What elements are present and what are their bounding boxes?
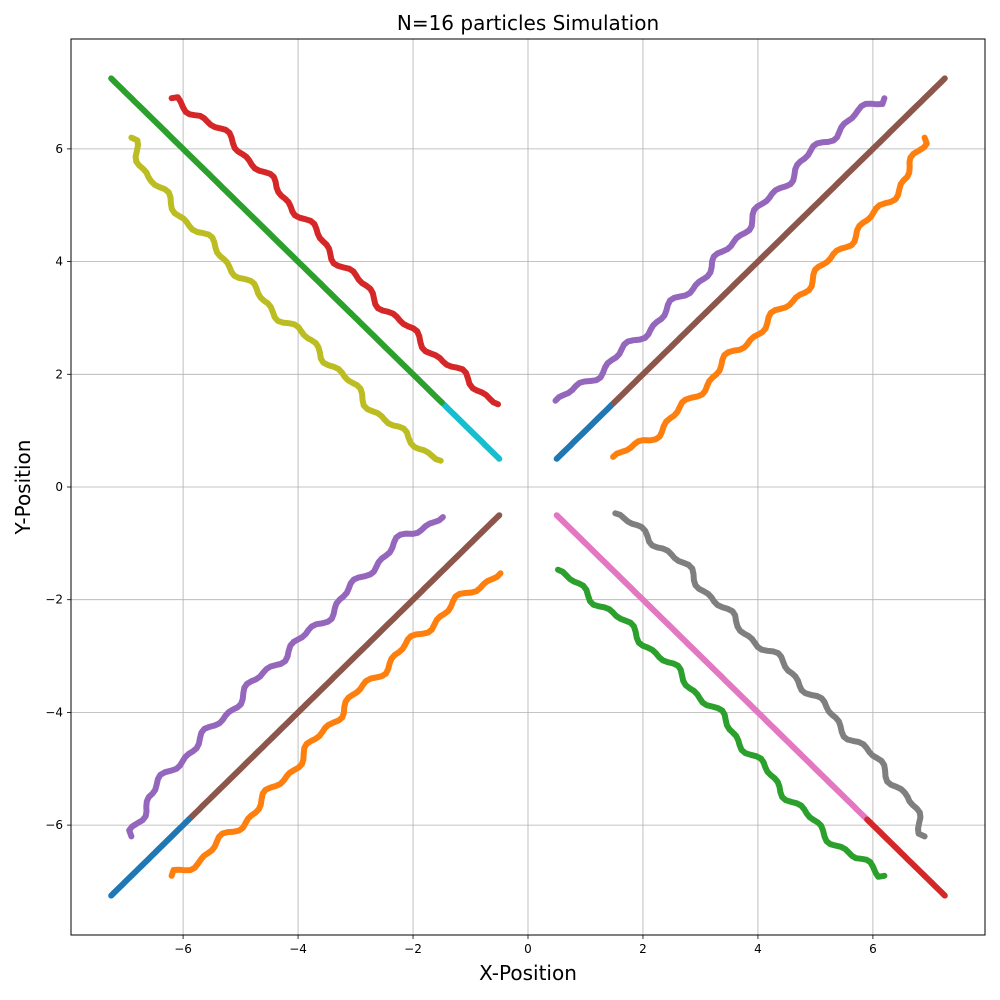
particle-trajectory	[168, 570, 504, 879]
particle-trajectory	[438, 399, 503, 462]
y-tick-label: −4	[45, 705, 63, 719]
x-tick-label: −6	[174, 942, 192, 956]
y-axis-label: Y-Position	[11, 440, 35, 536]
x-tick-label: 4	[754, 942, 762, 956]
particle-trajectory	[610, 134, 930, 460]
particle-trajectory	[611, 75, 948, 406]
particle-trajectory	[864, 816, 948, 899]
particle-trajectory	[185, 512, 503, 823]
chart-title: N=16 particles Simulation	[397, 11, 659, 35]
particle-trajectory	[612, 510, 928, 840]
grid	[71, 39, 985, 935]
particle-trajectory	[553, 512, 871, 823]
particle-trajectory	[108, 816, 192, 899]
y-tick-label: −6	[45, 818, 63, 832]
y-tick-label: 4	[55, 255, 63, 269]
particle-trajectory	[108, 75, 445, 406]
particle-trajectory	[168, 94, 501, 408]
x-tick-label: 0	[524, 942, 532, 956]
particle-trajectory	[126, 514, 446, 840]
particle-trajectory	[555, 566, 888, 880]
x-tick-label: −4	[289, 942, 307, 956]
y-tick-label: 0	[55, 480, 63, 494]
x-tick-label: 6	[869, 942, 877, 956]
x-axis-label: X-Position	[479, 961, 577, 985]
x-axis: −6 −4 −2 0 2 4 6	[174, 935, 877, 956]
y-axis: −6 −4 −2 0 2 4 6	[45, 142, 71, 832]
y-tick-label: −2	[45, 593, 63, 607]
particle-trajectory	[553, 399, 618, 462]
particle-trajectory	[552, 95, 888, 404]
particle-trajectory	[128, 134, 444, 464]
x-tick-label: 2	[639, 942, 647, 956]
y-tick-label: 2	[55, 367, 63, 381]
y-tick-label: 6	[55, 142, 63, 156]
series-group	[108, 75, 948, 899]
x-tick-label: −2	[404, 942, 422, 956]
